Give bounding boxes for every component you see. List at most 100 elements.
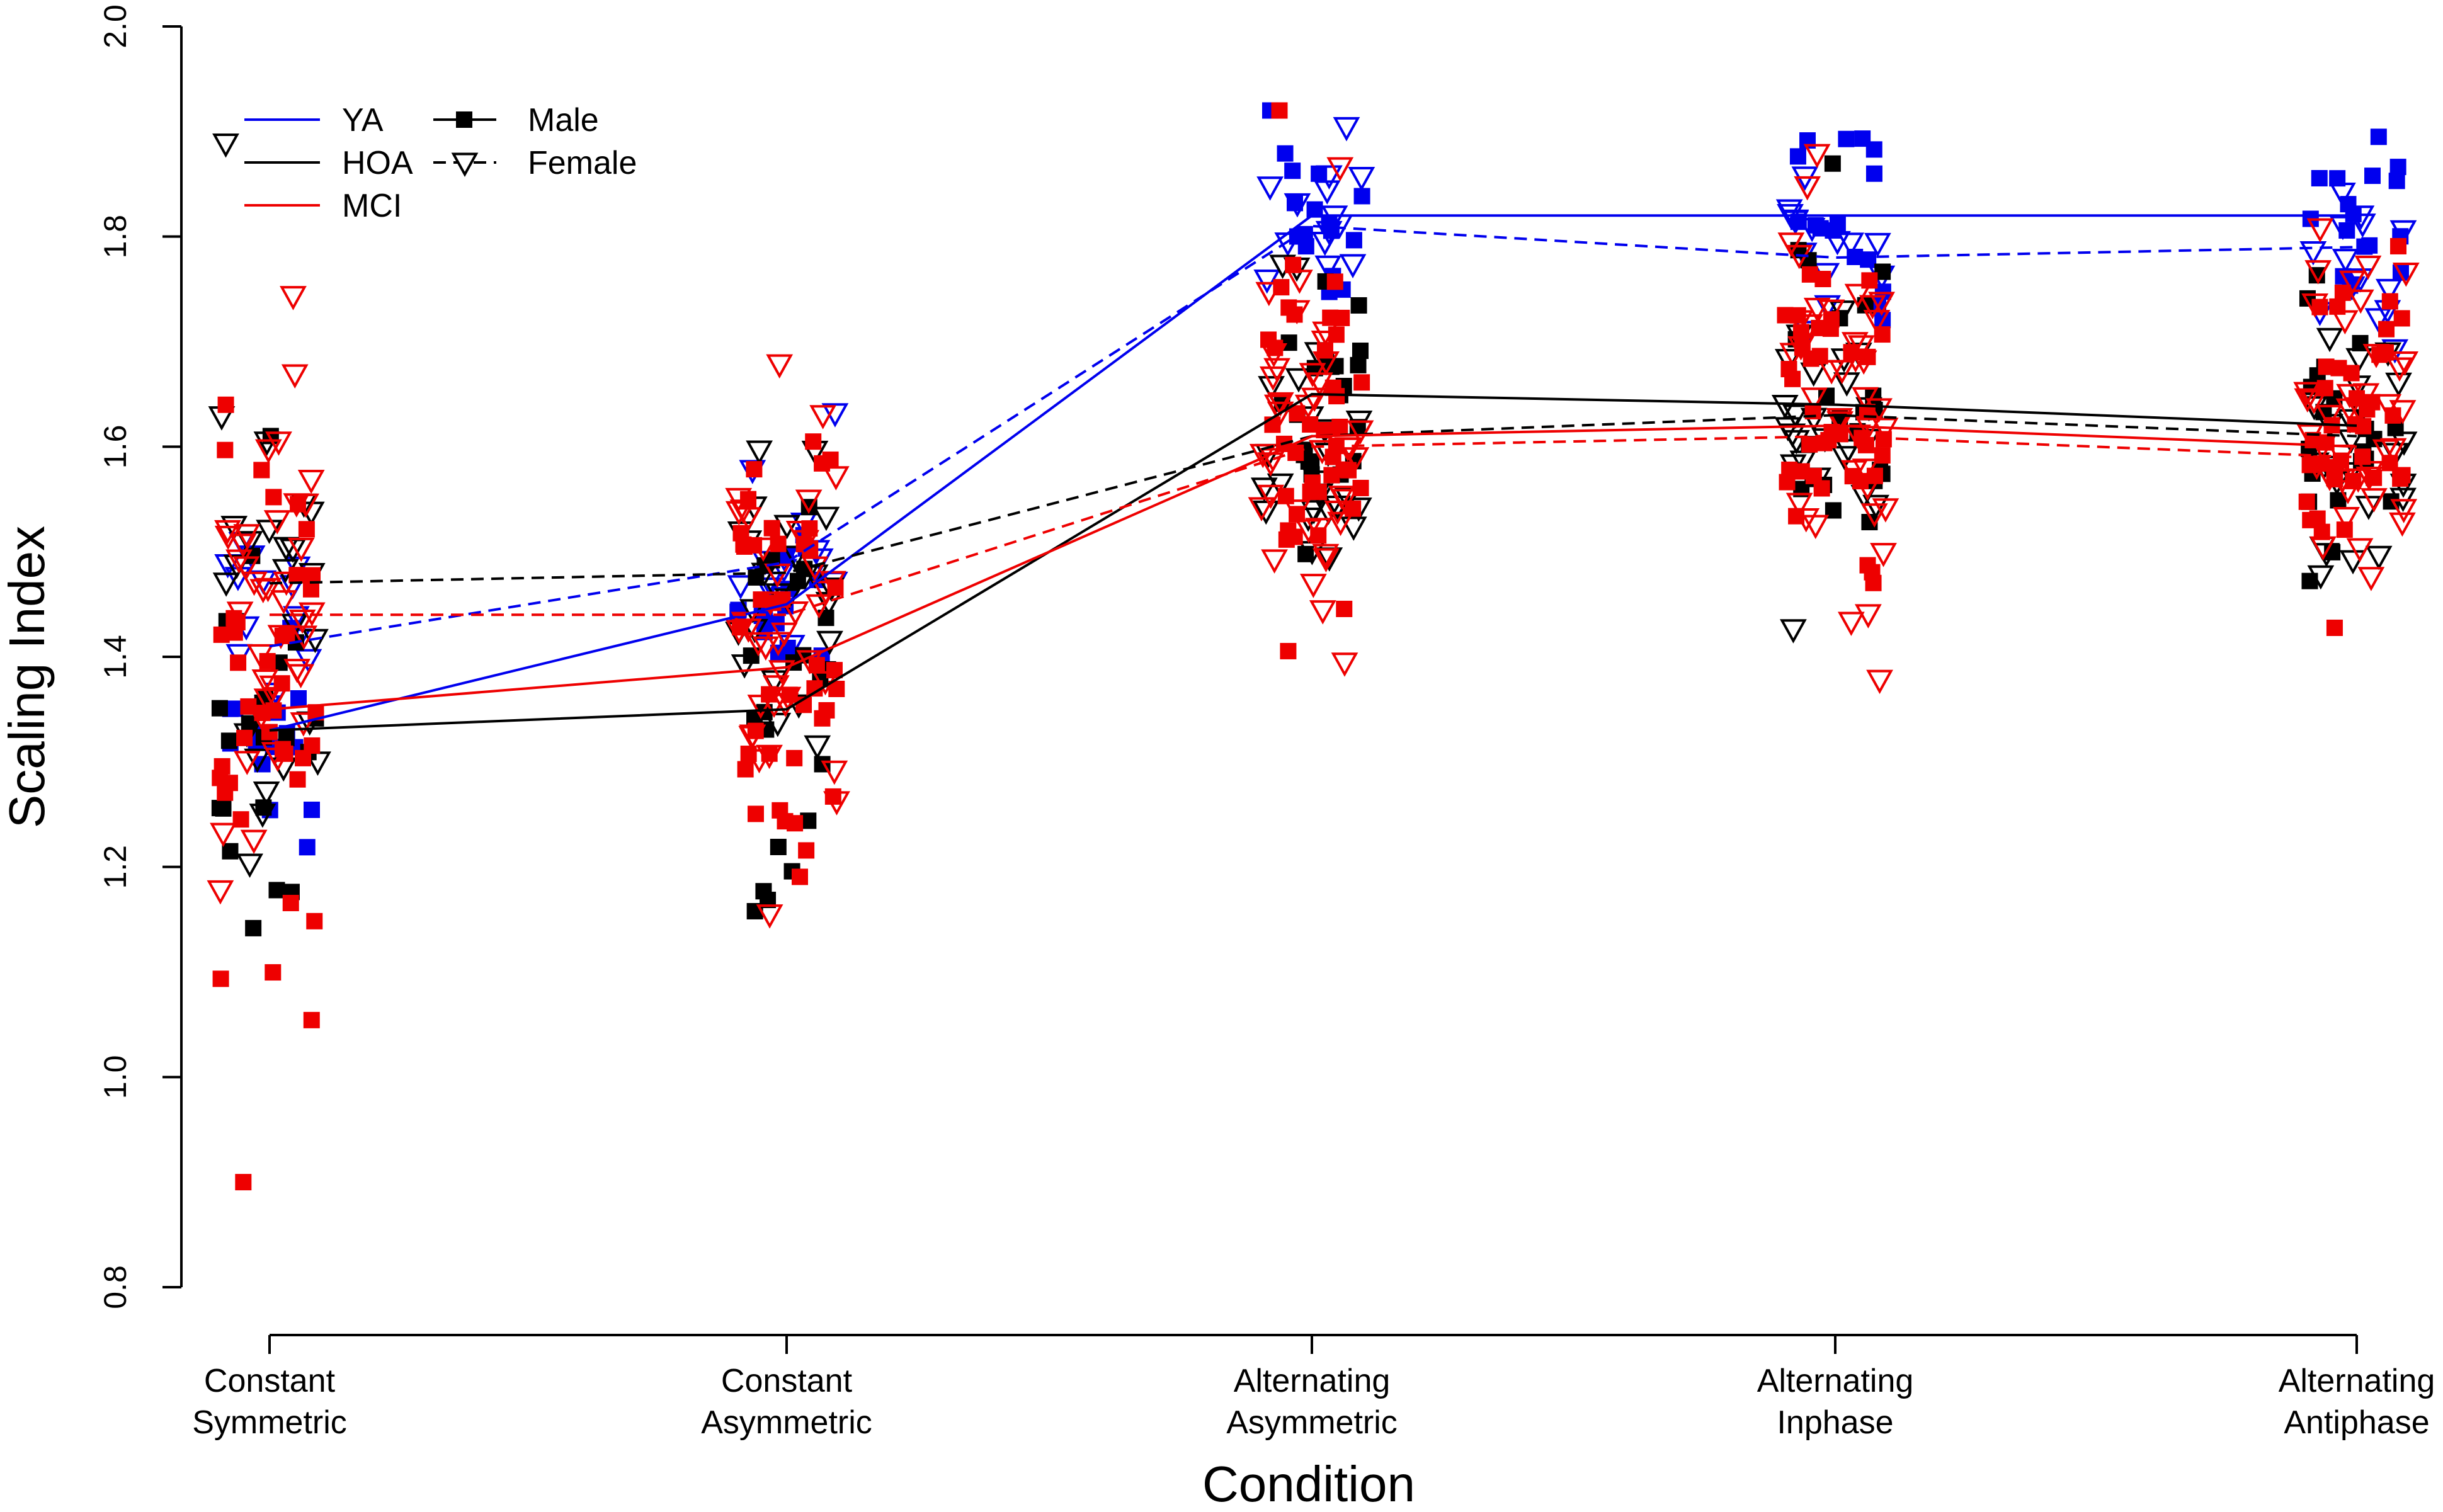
point-mci-female — [229, 533, 257, 558]
point-mci-female — [2362, 344, 2390, 368]
point-mci-male — [2381, 293, 2398, 310]
point-ya-female — [2375, 278, 2403, 304]
point-hoa-male — [1824, 155, 1841, 172]
point-mci-male — [304, 567, 321, 584]
point-mci-female — [1305, 518, 1332, 542]
point-mci-female — [819, 571, 846, 596]
point-ya-female — [1864, 232, 1891, 258]
point-ya-male — [290, 690, 307, 707]
point-mci-female — [1309, 600, 1336, 625]
point-mci-female — [1779, 343, 1807, 367]
point-mci-female — [1847, 335, 1875, 360]
y-tick-label: 1.6 — [98, 425, 133, 469]
point-mci-female — [1860, 503, 1888, 528]
point-mci-female — [233, 751, 261, 775]
point-hoa-female — [731, 654, 758, 679]
point-hoa-female — [1340, 516, 1367, 541]
point-mci-female — [752, 636, 780, 661]
point-ya-female — [770, 559, 798, 583]
point-ya-male — [1838, 130, 1855, 147]
point-mci-female — [214, 520, 241, 545]
point-mci-female — [2379, 438, 2407, 463]
point-mci-male — [2326, 619, 2343, 636]
point-mci-female — [261, 686, 288, 712]
point-mci-female — [1868, 292, 1895, 316]
point-hoa-male — [211, 800, 228, 817]
point-mci-female — [1306, 372, 1333, 397]
legend-marker-male — [456, 111, 472, 128]
point-mci-female — [288, 609, 316, 634]
point-mci-female — [1818, 360, 1845, 385]
point-mci-female — [2306, 218, 2334, 243]
point-ya-male — [1277, 145, 1294, 162]
legend-label-ya: YA — [342, 102, 384, 139]
point-hoa-female — [249, 804, 276, 828]
point-hoa-female — [1258, 376, 1285, 401]
point-mci-female — [757, 591, 784, 616]
point-mci-female — [795, 489, 823, 514]
point-mci-male — [303, 1011, 320, 1028]
point-hoa-male — [245, 919, 262, 936]
point-mci-female — [1248, 497, 1275, 522]
point-mci-male — [217, 784, 234, 801]
point-ya-male — [2370, 128, 2387, 145]
point-mci-female — [249, 579, 277, 603]
point-hoa-female — [244, 748, 271, 773]
point-mci-male — [1323, 467, 1340, 484]
point-mci-female — [1786, 310, 1814, 335]
legend-label-hoa: HOA — [342, 145, 413, 181]
point-hoa-female — [236, 853, 263, 878]
point-hoa-male — [755, 883, 772, 900]
point-ya-female — [1321, 205, 1348, 230]
point-mci-female — [2301, 293, 2329, 318]
point-mci-female — [1284, 499, 1311, 524]
point-mci-female — [756, 744, 783, 770]
point-ya-female — [1311, 231, 1339, 256]
point-hoa-male — [1350, 297, 1367, 314]
point-mci-female — [2304, 260, 2332, 285]
point-mci-male — [1336, 600, 1353, 617]
point-mci-female — [1826, 408, 1854, 433]
point-mci-female — [768, 660, 795, 685]
point-mci-female — [2374, 394, 2402, 419]
x-tick-label: Constant — [721, 1363, 853, 1399]
point-mci-male — [791, 868, 808, 885]
mean-line-ya-female — [269, 224, 2357, 648]
point-mci-male — [1280, 642, 1297, 659]
point-mci-female — [2338, 270, 2366, 295]
point-hoa-female — [812, 506, 840, 531]
point-ya-female — [1837, 232, 1865, 257]
legend-marker-female — [451, 152, 479, 178]
point-mci-female — [265, 431, 292, 456]
point-mci-female — [729, 499, 757, 524]
point-mci-male — [306, 912, 323, 929]
point-mci-female — [210, 822, 237, 848]
point-ya-female — [1798, 218, 1826, 242]
point-ya-female — [727, 575, 755, 600]
point-hoa-male — [220, 732, 237, 749]
point-mci-female — [1792, 508, 1820, 533]
point-mci-female — [1818, 299, 1845, 324]
point-mci-female — [1871, 418, 1899, 442]
point-ya-female — [283, 606, 310, 630]
point-mci-female — [2354, 255, 2382, 280]
point-mci-female — [287, 664, 314, 689]
x-tick-label: Asymmetric — [1226, 1404, 1398, 1441]
point-hoa-female — [1252, 500, 1280, 525]
point-mci-female — [2347, 289, 2374, 314]
point-mci-female — [772, 693, 799, 717]
point-ya-female — [1313, 180, 1341, 205]
y-tick-label: 2.0 — [98, 4, 133, 48]
point-hoa-female — [2339, 550, 2367, 575]
point-mci-female — [2345, 397, 2372, 422]
x-tick-label: Antiphase — [2284, 1404, 2429, 1441]
point-mci-female — [1342, 447, 1370, 472]
point-mci-female — [1800, 387, 1828, 412]
point-hoa-female — [2345, 348, 2373, 373]
point-ya-female — [1824, 230, 1851, 256]
point-mci-male — [213, 626, 230, 643]
point-mci-female — [1326, 157, 1354, 182]
point-hoa-female — [816, 630, 843, 656]
point-mci-female — [2309, 436, 2336, 460]
point-mci-female — [248, 705, 275, 730]
